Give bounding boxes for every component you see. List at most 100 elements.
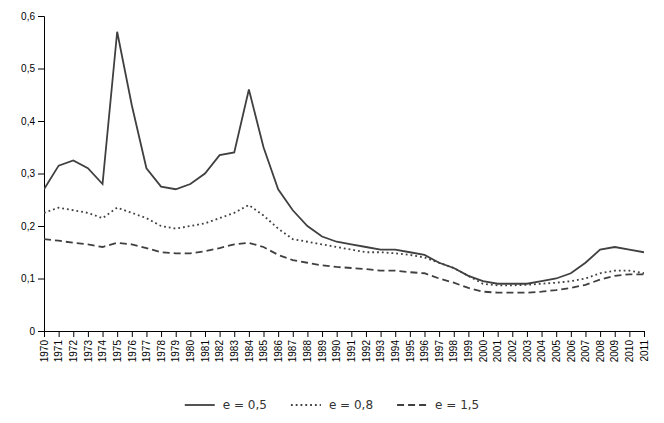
x-tick: 2004 [536, 331, 547, 362]
y-tick-label: 0,6 [21, 11, 35, 22]
x-tick-label: 1992 [361, 340, 372, 363]
plot: 1970197119721973197419751976197719781979… [21, 11, 650, 363]
x-tick: 1977 [141, 331, 152, 362]
x-tick-mark [424, 331, 425, 337]
y-axis-line [38, 17, 45, 332]
x-tick-label: 1983 [229, 340, 240, 363]
y-tick-mark [38, 121, 44, 122]
x-tick: 1987 [287, 331, 298, 362]
x-tick-label: 1987 [287, 340, 298, 363]
x-tick-label: 1970 [39, 340, 50, 363]
x-tick-label: 1984 [244, 340, 255, 363]
legend-label: e = 0,5 [223, 398, 267, 412]
chart: 1970197119721973197419751976197719781979… [0, 0, 664, 423]
legend-swatch [291, 404, 321, 406]
x-tick-label: 2001 [492, 340, 503, 363]
x-tick-mark [410, 331, 411, 337]
x-tick-label: 1971 [53, 340, 64, 363]
x-tick-mark [278, 331, 279, 337]
x-tick-label: 1993 [375, 340, 386, 363]
x-tick: 1970 [39, 331, 50, 362]
x-tick: 1993 [375, 331, 386, 362]
x-tick: 1982 [214, 331, 225, 362]
x-tick-mark [483, 331, 484, 337]
y-tick-mark [38, 16, 44, 17]
x-tick-mark [629, 331, 630, 337]
y-axis: 00,10,20,30,40,50,6 [21, 11, 44, 337]
x-tick: 1997 [434, 331, 445, 362]
x-tick-label: 2005 [551, 340, 562, 363]
x-tick-mark [395, 331, 396, 337]
x-tick-label: 2000 [478, 340, 489, 363]
legend-item: e = 0,8 [291, 398, 373, 412]
lines [44, 32, 644, 293]
x-tick-mark [556, 331, 557, 337]
x-tick: 1971 [53, 331, 64, 362]
x-tick-label: 1995 [405, 340, 416, 363]
x-tick-mark [249, 331, 250, 337]
legend-label: e = 0,8 [329, 398, 373, 412]
x-tick-label: 1996 [419, 340, 430, 363]
x-tick-mark [366, 331, 367, 337]
x-tick-label: 1980 [185, 340, 196, 363]
x-tick: 1988 [302, 331, 313, 362]
x-tick: 1994 [390, 331, 401, 362]
series-line [44, 239, 644, 293]
x-axis: 1970197119721973197419751976197719781979… [39, 331, 650, 362]
x-tick: 1980 [185, 331, 196, 362]
x-tick-mark [117, 331, 118, 337]
x-tick-mark [585, 331, 586, 337]
x-tick: 2001 [492, 331, 503, 362]
x-tick-label: 1976 [127, 340, 138, 363]
x-tick: 1978 [156, 331, 167, 362]
x-tick: 2008 [595, 331, 606, 362]
x-tick: 1986 [273, 331, 284, 362]
x-tick-mark [542, 331, 543, 337]
x-tick-mark [73, 331, 74, 337]
y-tick-label: 0,2 [21, 221, 35, 232]
x-tick: 1985 [258, 331, 269, 362]
x-tick-mark [161, 331, 162, 337]
x-tick-label: 1994 [390, 340, 401, 363]
x-tick-mark [307, 331, 308, 337]
x-tick: 2007 [580, 331, 591, 362]
y-tick: 0,5 [21, 63, 44, 74]
y-tick: 0,4 [21, 116, 44, 127]
y-tick-mark [38, 226, 44, 227]
x-tick: 2009 [609, 331, 620, 362]
x-tick-mark [468, 331, 469, 337]
y-tick-mark [38, 279, 44, 280]
x-tick-mark [512, 331, 513, 337]
x-tick-label: 1991 [346, 340, 357, 363]
x-tick-label: 2002 [507, 340, 518, 363]
x-tick-label: 1997 [434, 340, 445, 363]
x-tick: 1992 [361, 331, 372, 362]
x-tick-label: 1982 [214, 340, 225, 363]
x-tick: 1973 [83, 331, 94, 362]
x-tick-label: 1990 [331, 340, 342, 363]
legend-item: e = 0,5 [185, 398, 267, 412]
x-tick-mark [293, 331, 294, 337]
x-tick-label: 1973 [83, 340, 94, 363]
x-tick-label: 1979 [170, 340, 181, 363]
x-tick-label: 2003 [522, 340, 533, 363]
x-tick-label: 1981 [200, 340, 211, 363]
x-tick: 1974 [97, 331, 108, 362]
x-tick: 2010 [624, 331, 635, 362]
x-tick-mark [644, 331, 645, 337]
x-tick: 1989 [317, 331, 328, 362]
x-tick-label: 2008 [595, 340, 606, 363]
y-tick-label: 0,5 [21, 63, 35, 74]
x-tick-label: 2010 [624, 340, 635, 363]
x-tick-mark [498, 331, 499, 337]
x-tick-label: 1972 [68, 340, 79, 363]
y-tick-label: 0,4 [21, 116, 35, 127]
x-tick-mark [264, 331, 265, 337]
legend-item: e = 1,5 [397, 398, 479, 412]
y-tick: 0 [29, 326, 44, 337]
y-tick-label: 0,1 [21, 273, 35, 284]
x-tick: 2011 [639, 331, 650, 362]
x-tick-label: 1974 [97, 340, 108, 363]
x-tick-label: 2004 [536, 340, 547, 363]
y-tick-mark [38, 69, 44, 70]
